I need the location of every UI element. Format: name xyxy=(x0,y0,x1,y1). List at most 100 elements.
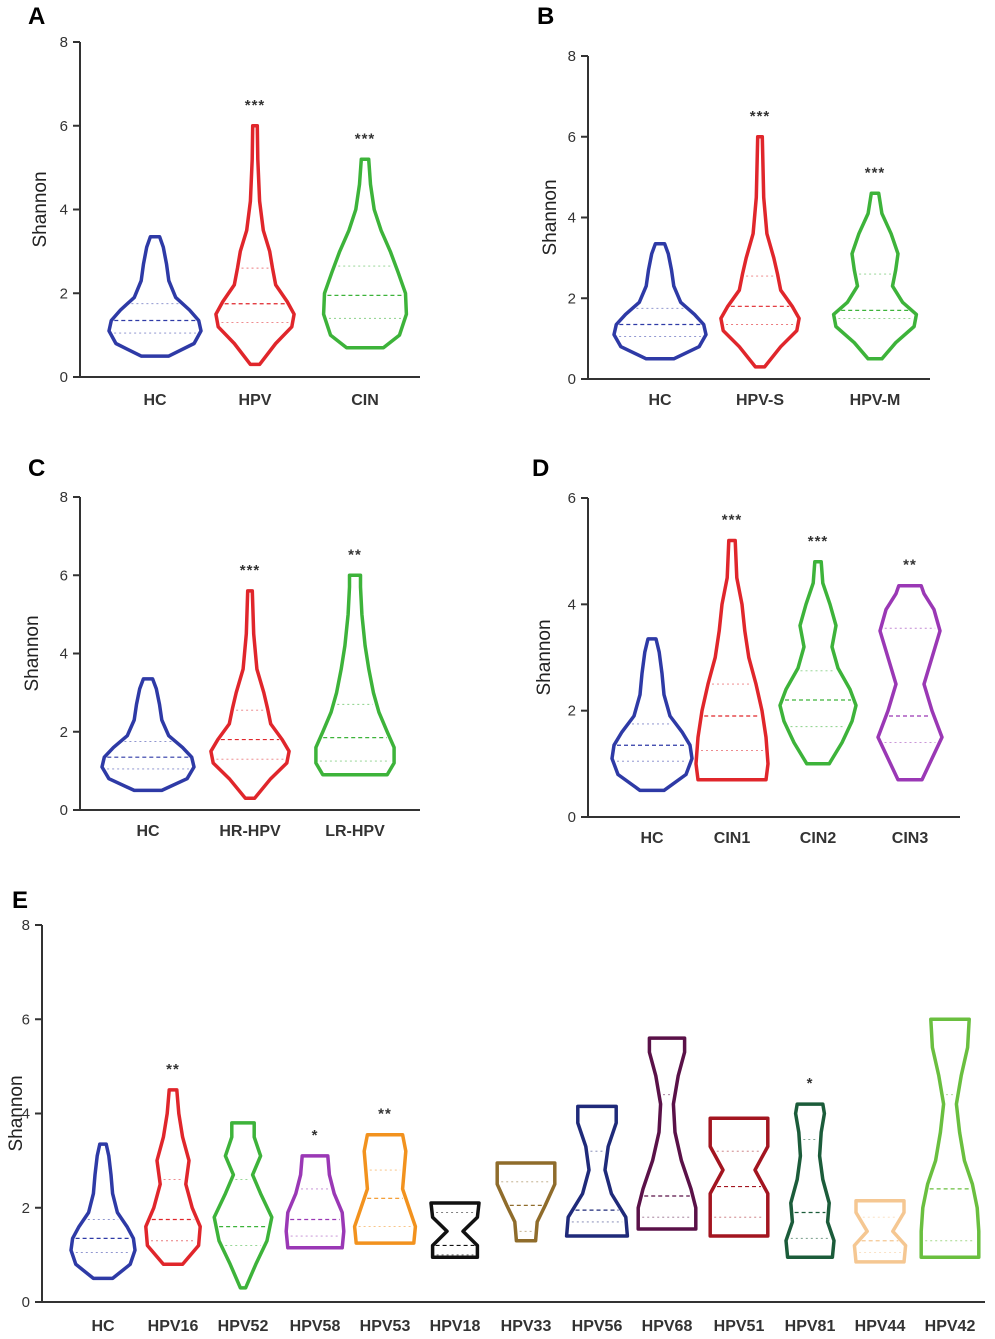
significance-marker: *** xyxy=(355,130,376,147)
violin-group-hpv: *** xyxy=(214,97,296,367)
y-tick-label: 6 xyxy=(568,490,576,507)
violin-shape xyxy=(107,234,203,358)
violin-shape xyxy=(919,1017,981,1259)
x-tick-label: HPV53 xyxy=(360,1318,411,1335)
violin-group-hpv52 xyxy=(212,1121,274,1290)
significance-marker: *** xyxy=(240,562,261,579)
violin-shape xyxy=(778,560,858,766)
violin-shape xyxy=(612,241,708,361)
y-tick-label: 4 xyxy=(568,596,576,613)
violin-group-cin: *** xyxy=(321,130,409,350)
significance-marker: ** xyxy=(166,1061,180,1078)
y-tick-label: 8 xyxy=(60,34,68,51)
y-tick-label: 0 xyxy=(60,802,68,819)
y-tick-label: 2 xyxy=(22,1200,30,1217)
x-tick-label: HPV33 xyxy=(501,1318,552,1335)
violin-shape xyxy=(429,1201,481,1259)
y-axis-label: Shannon xyxy=(6,1075,27,1151)
violin-group-hc xyxy=(612,241,708,361)
panel-C: C 0 2 4 6 8 Shannon HC *** HR-HPV ** LR-HPV xyxy=(22,455,420,840)
y-axis-label: Shannon xyxy=(22,615,43,691)
significance-marker: ** xyxy=(378,1106,392,1123)
panel-A: A 0 2 4 6 8 Shannon HC *** HPV *** CIN xyxy=(28,3,420,409)
y-tick-label: 0 xyxy=(568,371,576,388)
x-tick-label: HPV81 xyxy=(785,1318,836,1335)
violin-group-hpv44 xyxy=(852,1198,908,1264)
violin-shape xyxy=(876,583,944,782)
significance-marker: * xyxy=(807,1075,814,1092)
panel-tag: D xyxy=(532,455,549,482)
x-tick-label: HR-HPV xyxy=(219,823,281,840)
x-tick-label: HPV18 xyxy=(430,1318,481,1335)
y-tick-label: 4 xyxy=(60,202,68,219)
violin-shape xyxy=(321,157,409,350)
y-tick-label: 2 xyxy=(568,290,576,307)
x-tick-label: HC xyxy=(648,392,672,409)
y-tick-label: 8 xyxy=(22,917,30,934)
violin-shape xyxy=(212,1121,274,1290)
violin-shape xyxy=(694,538,770,782)
violin-shape xyxy=(352,1132,418,1245)
panel-tag: A xyxy=(28,3,45,30)
y-tick-label: 4 xyxy=(22,1106,30,1123)
violin-group-hpv58: * xyxy=(284,1127,346,1250)
y-tick-label: 8 xyxy=(568,48,576,65)
violin-group-hc xyxy=(610,637,694,793)
violin-shape xyxy=(708,1116,770,1238)
x-tick-label: HC xyxy=(136,823,160,840)
violin-shape xyxy=(831,191,919,361)
y-tick-label: 6 xyxy=(60,567,68,584)
y-tick-label: 8 xyxy=(60,489,68,506)
violin-shape xyxy=(636,1036,698,1231)
violin-group-hc xyxy=(69,1142,137,1281)
x-tick-label: HPV xyxy=(239,392,272,409)
panel-D: D 0 2 4 6 Shannon HC *** CIN1 *** CIN2 ** CIN3 xyxy=(532,455,960,847)
y-tick-label: 6 xyxy=(60,118,68,135)
x-tick-label: HPV58 xyxy=(290,1318,341,1335)
y-tick-label: 6 xyxy=(22,1011,30,1028)
x-tick-label: HC xyxy=(143,392,167,409)
x-tick-label: LR-HPV xyxy=(325,823,385,840)
x-tick-label: HPV16 xyxy=(148,1318,199,1335)
violin-shape xyxy=(100,677,196,793)
panel-tag: E xyxy=(12,887,28,914)
violin-group-cin3: ** xyxy=(876,557,944,782)
y-tick-label: 0 xyxy=(60,369,68,386)
y-axis-label: Shannon xyxy=(30,171,51,247)
violin-group-hpv16: ** xyxy=(144,1061,202,1267)
x-tick-label: HPV42 xyxy=(925,1318,976,1335)
x-tick-label: HPV-S xyxy=(736,392,784,409)
violin-group-hc xyxy=(107,234,203,358)
x-tick-label: HC xyxy=(640,830,664,847)
violin-group-hpv53: ** xyxy=(352,1106,418,1245)
x-tick-label: HPV44 xyxy=(855,1318,906,1335)
x-tick-label: HPV52 xyxy=(218,1318,269,1335)
violin-group-cin1: *** xyxy=(694,512,770,782)
violin-shape xyxy=(144,1088,202,1267)
significance-marker: *** xyxy=(750,108,771,125)
significance-marker: *** xyxy=(245,97,266,114)
significance-marker: ** xyxy=(348,546,362,563)
violin-shape xyxy=(495,1161,557,1243)
violin-shape xyxy=(314,573,396,777)
violin-shape xyxy=(284,1154,346,1250)
violin-group-lr-hpv: ** xyxy=(314,546,396,777)
x-tick-label: HPV68 xyxy=(642,1318,693,1335)
y-tick-label: 6 xyxy=(568,129,576,146)
significance-marker: *** xyxy=(722,512,743,529)
violin-group-hpv68 xyxy=(636,1036,698,1231)
x-tick-label: CIN3 xyxy=(892,830,929,847)
violin-group-hc xyxy=(100,677,196,793)
violin-group-hpv42 xyxy=(919,1017,981,1259)
significance-marker: *** xyxy=(808,533,829,550)
x-tick-label: HC xyxy=(91,1318,115,1335)
violin-shape xyxy=(209,589,291,801)
violin-group-hpv51 xyxy=(708,1116,770,1238)
violin-group-hpv-s: *** xyxy=(719,108,801,369)
violin-group-hpv18 xyxy=(429,1201,481,1259)
violin-shape xyxy=(214,124,296,367)
x-tick-label: CIN xyxy=(351,392,379,409)
y-axis-label: Shannon xyxy=(540,179,561,255)
panel-tag: C xyxy=(28,455,45,482)
